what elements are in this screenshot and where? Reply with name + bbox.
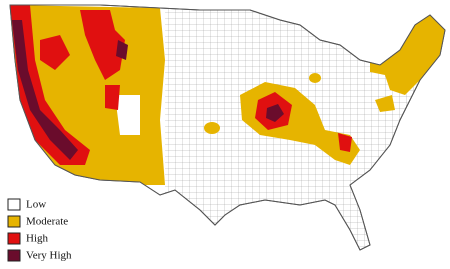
legend-swatch (7, 249, 21, 262)
legend-swatch (7, 215, 21, 228)
legend-label: High (26, 233, 49, 245)
hazard-region (115, 95, 140, 135)
legend-swatch (7, 232, 21, 245)
hazard-region (375, 95, 395, 112)
hazard-region (204, 122, 220, 134)
hazard-region (309, 73, 321, 83)
legend-swatch (7, 198, 21, 211)
legend-label: Very High (26, 250, 72, 262)
hazard-region (266, 104, 284, 122)
hazard-region (10, 5, 90, 165)
legend-label: Low (26, 199, 46, 211)
hazard-region (80, 10, 125, 80)
hazard-region (105, 85, 120, 110)
legend: Low Moderate High Very High (7, 198, 72, 262)
legend-label: Moderate (26, 216, 68, 228)
hazard-region (40, 35, 70, 70)
map (9, 4, 446, 251)
hazard-region (116, 40, 128, 60)
hazard-region (12, 20, 78, 160)
hazard-region (370, 15, 445, 95)
hazard-region (338, 133, 352, 152)
